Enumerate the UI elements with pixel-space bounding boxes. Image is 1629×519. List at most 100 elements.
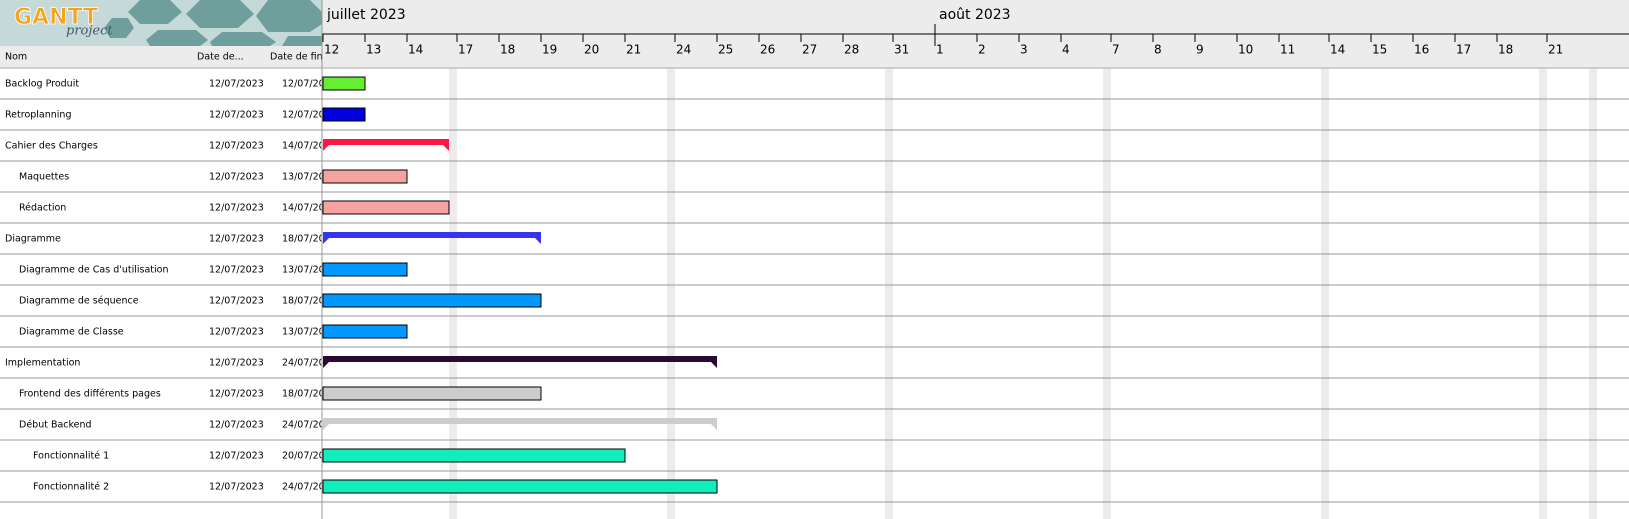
day-label: 1 — [936, 43, 944, 57]
logo-title: GANTT — [14, 5, 98, 30]
summary-end-tab — [711, 424, 717, 430]
task-name: Début Backend — [19, 420, 92, 431]
task-bar — [322, 386, 542, 401]
weekend-stripe — [885, 68, 893, 519]
day-label: 28 — [844, 43, 859, 57]
task-bar — [322, 324, 408, 339]
task-start: 12/07/2023 — [209, 203, 264, 214]
day-label: 25 — [718, 43, 733, 57]
month-label: août 2023 — [939, 7, 1011, 23]
task-end: 18/07/20 — [282, 296, 325, 307]
day-label: 24 — [676, 43, 691, 57]
task-end: 13/07/20 — [282, 265, 325, 276]
task-end: 14/07/20 — [282, 141, 325, 152]
task-name: Diagramme de Cas d'utilisation — [19, 265, 169, 276]
day-label: 27 — [802, 43, 817, 57]
day-label: 19 — [542, 43, 557, 57]
task-bar — [322, 107, 366, 122]
day-label: 31 — [894, 43, 909, 57]
task-end: 24/07/20 — [282, 358, 325, 369]
task-start: 12/07/2023 — [209, 79, 264, 90]
day-label: 20 — [584, 43, 599, 57]
task-end: 24/07/20 — [282, 482, 325, 493]
column-header: Date de fin — [270, 52, 323, 63]
summary-bar — [323, 418, 717, 424]
day-label: 7 — [1112, 43, 1120, 57]
summary-bar — [323, 232, 541, 238]
day-label: 3 — [1020, 43, 1028, 57]
task-name: Diagramme de séquence — [19, 296, 139, 307]
task-start: 12/07/2023 — [209, 420, 264, 431]
day-label: 2 — [978, 43, 986, 57]
task-start: 12/07/2023 — [209, 451, 264, 462]
task-end: 18/07/20 — [282, 234, 325, 245]
task-end: 13/07/20 — [282, 172, 325, 183]
task-bar — [322, 448, 626, 463]
task-end: 24/07/20 — [282, 420, 325, 431]
task-name: Retroplanning — [5, 110, 71, 121]
day-label: 17 — [1456, 43, 1471, 57]
task-bar — [322, 293, 542, 308]
summary-end-tab — [443, 145, 449, 151]
task-end: 14/07/20 — [282, 203, 325, 214]
summary-start-tab — [323, 362, 329, 368]
day-label: 10 — [1238, 43, 1253, 57]
day-label: 18 — [500, 43, 515, 57]
task-start: 12/07/2023 — [209, 358, 264, 369]
task-end: 20/07/20 — [282, 451, 325, 462]
task-start: 12/07/2023 — [209, 172, 264, 183]
day-label: 26 — [760, 43, 775, 57]
day-label: 14 — [1330, 43, 1345, 57]
summary-start-tab — [323, 424, 329, 430]
summary-bar — [323, 356, 717, 362]
task-name: Maquettes — [19, 172, 69, 183]
summary-start-tab — [323, 238, 329, 244]
task-name: Fonctionnalité 1 — [33, 451, 109, 462]
summary-end-tab — [535, 238, 541, 244]
task-start: 12/07/2023 — [209, 389, 264, 400]
day-label: 16 — [1414, 43, 1429, 57]
task-name: Diagramme de Classe — [19, 327, 124, 338]
day-label: 21 — [1548, 43, 1563, 57]
summary-start-tab — [323, 145, 329, 151]
task-name: Cahier des Charges — [5, 141, 98, 152]
day-label: 21 — [626, 43, 641, 57]
day-label: 11 — [1280, 43, 1295, 57]
logo-subtitle: project — [66, 24, 113, 39]
task-start: 12/07/2023 — [209, 327, 264, 338]
task-end: 13/07/20 — [282, 327, 325, 338]
weekend-stripe — [1589, 68, 1597, 519]
task-start: 12/07/2023 — [209, 234, 264, 245]
weekend-stripe — [1539, 68, 1547, 519]
weekend-stripe — [1103, 68, 1111, 519]
task-name: Backlog Produit — [5, 79, 79, 90]
task-start: 12/07/2023 — [209, 482, 264, 493]
summary-bar — [323, 139, 449, 145]
task-bar — [322, 262, 408, 277]
task-bar — [322, 200, 450, 215]
task-start: 12/07/2023 — [209, 265, 264, 276]
column-header: Nom — [5, 52, 27, 63]
day-label: 9 — [1196, 43, 1204, 57]
task-start: 12/07/2023 — [209, 110, 264, 121]
weekend-stripe — [1321, 68, 1329, 519]
task-bar — [322, 76, 366, 91]
task-bar — [322, 479, 718, 494]
task-start: 12/07/2023 — [209, 296, 264, 307]
day-label: 14 — [408, 43, 423, 57]
task-start: 12/07/2023 — [209, 141, 264, 152]
task-end: 12/07/20 — [282, 110, 325, 121]
weekend-stripe — [667, 68, 675, 519]
task-end: 18/07/20 — [282, 389, 325, 400]
day-label: 12 — [324, 43, 339, 57]
day-label: 18 — [1498, 43, 1513, 57]
day-label: 8 — [1154, 43, 1162, 57]
day-label: 15 — [1372, 43, 1387, 57]
task-name: Fonctionnalité 2 — [33, 482, 109, 493]
logo-hexagons — [104, 0, 322, 46]
task-end: 12/07/20 — [282, 79, 325, 90]
task-name: Rédaction — [19, 203, 66, 214]
